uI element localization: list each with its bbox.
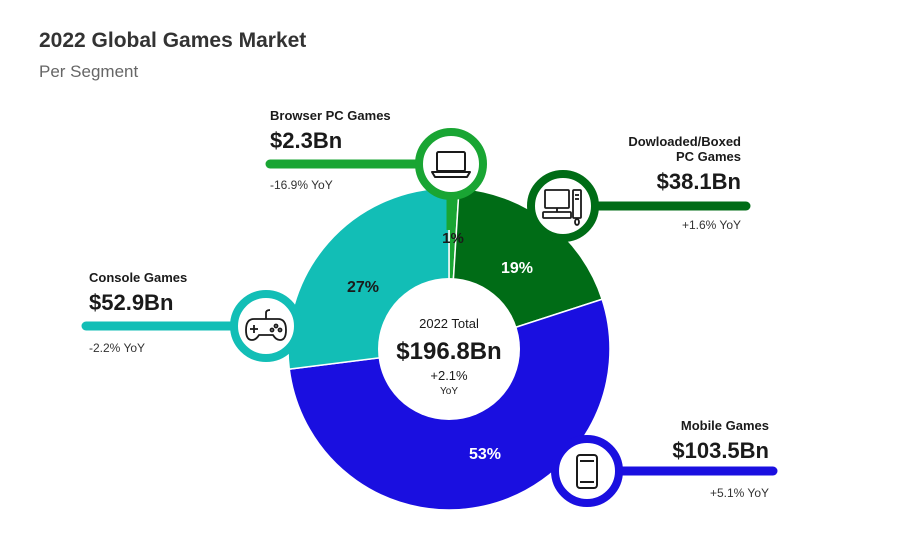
segment-name-mobile: Mobile Games <box>681 418 769 433</box>
segment-name-downloaded-line1: Dowloaded/Boxed <box>628 134 741 149</box>
total-change: +2.1% <box>430 368 468 383</box>
total-label: 2022 Total <box>419 316 479 331</box>
total-change-unit: YoY <box>440 386 458 397</box>
laptop-icon <box>431 151 471 178</box>
badge-mobile <box>551 435 623 507</box>
badge-browser <box>415 128 487 200</box>
slice-label-mobile: 53% <box>469 446 501 463</box>
chart-title: 2022 Global Games Market <box>39 29 306 52</box>
segment-yoy-downloaded: +1.6% YoY <box>682 218 741 232</box>
slice-label-console: 27% <box>347 279 379 296</box>
segment-yoy-console: -2.2% YoY <box>89 341 145 355</box>
segment-value-mobile: $103.5Bn <box>672 438 769 463</box>
total-value: $196.8Bn <box>396 338 501 365</box>
segment-value-console: $52.9Bn <box>89 290 173 315</box>
smartphone-icon <box>576 454 598 489</box>
badge-downloaded <box>527 170 599 242</box>
segment-value-downloaded: $38.1Bn <box>657 169 741 194</box>
segment-value-browser: $2.3Bn <box>270 128 342 153</box>
gamepad-icon <box>245 309 287 341</box>
segment-yoy-browser: -16.9% YoY <box>270 178 333 192</box>
segment-name-downloaded-line2: PC Games <box>676 149 741 164</box>
segment-name-browser: Browser PC Games <box>270 108 391 123</box>
badge-console <box>230 290 302 362</box>
slice-label-browser: 1% <box>442 230 464 247</box>
chart-subtitle: Per Segment <box>39 62 138 81</box>
desktop-computer-icon <box>542 189 582 226</box>
segment-yoy-mobile: +5.1% YoY <box>710 486 769 500</box>
slice-label-downloaded: 19% <box>501 260 533 277</box>
donut-center <box>378 278 520 420</box>
segment-name-console: Console Games <box>89 270 187 285</box>
